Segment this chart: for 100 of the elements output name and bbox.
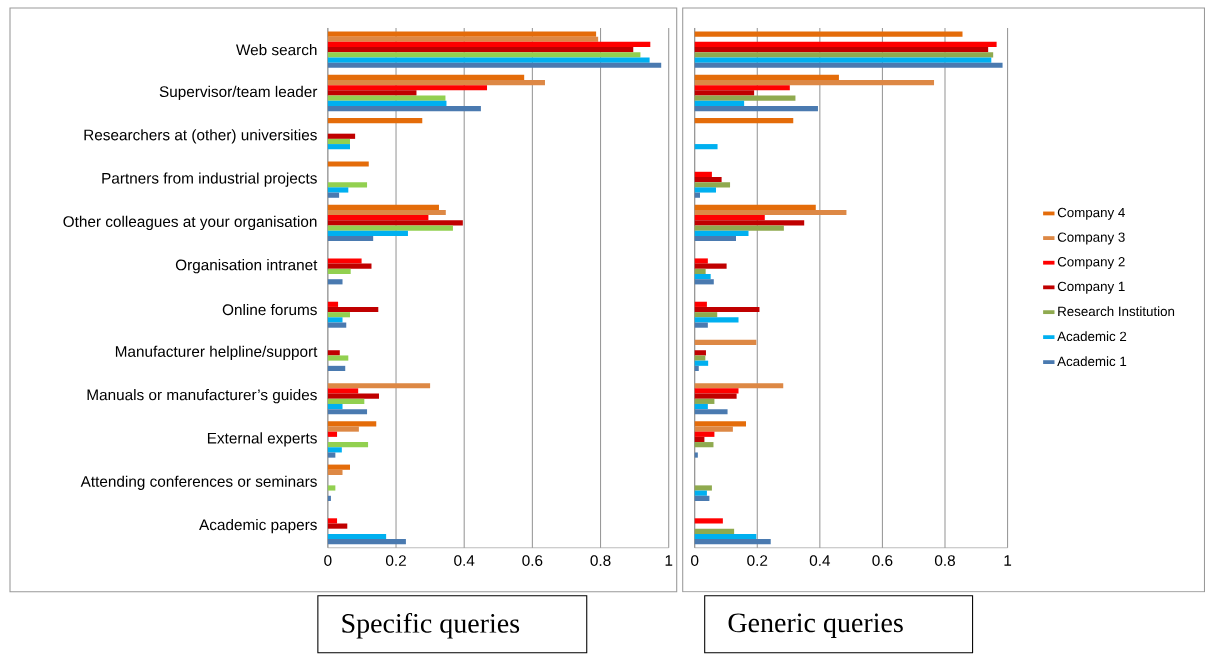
bar [694,106,818,112]
legend-label: Company 2 [1057,257,1125,270]
bar [327,322,347,328]
y-tick-label: Other colleagues at your organisation [63,215,317,231]
bar [694,187,716,193]
y-tick-label: Researchers at (other) universities [84,129,317,144]
bar [327,62,662,68]
bar [694,274,711,280]
bar [327,442,369,448]
bar [327,301,339,308]
bar [327,431,338,438]
bar [694,90,755,96]
bar [694,404,708,410]
bar [694,534,757,540]
bar [327,161,369,167]
bar [327,139,351,145]
bar [327,350,340,356]
bar [327,383,431,389]
bar [327,182,368,188]
bar [694,62,1003,68]
text: Generic queries [728,613,903,639]
bar [327,106,481,112]
bar [327,404,343,410]
bar [694,365,699,372]
bar [694,57,992,63]
bar [327,74,525,81]
bar [694,442,714,448]
bar [327,31,597,37]
bar [327,534,387,540]
bar [694,485,712,491]
x-tick-label: 0.6 [522,555,543,567]
y-tick-label: Supervisor/team leader [159,85,318,101]
bar [694,360,709,366]
bar [694,350,706,356]
bar [694,322,708,328]
bar [694,144,718,150]
bar [694,177,722,183]
x-tick-label: 0 [324,555,332,567]
bar [327,204,439,211]
bar [327,95,446,101]
bar [327,80,545,86]
bar [694,225,784,231]
bar [327,518,338,524]
text: Specific queries [342,613,520,639]
bar [327,485,336,491]
bar [327,225,453,231]
bar [694,41,997,48]
x-tick-label: 0.8 [590,555,611,567]
bar [327,307,379,313]
bar [327,421,377,427]
bar [327,464,351,470]
bar [327,118,423,124]
bar [694,236,736,242]
bar [694,279,714,285]
bar [327,100,447,107]
x-tick-label: 0 [691,555,699,567]
bar [694,118,794,124]
bar [694,258,708,264]
bar [327,90,417,96]
bar [694,495,710,502]
y-tick-label: Organisation intranet [175,259,318,274]
bar [327,393,379,399]
bar [694,182,731,188]
bar [694,220,805,226]
bar [327,263,372,269]
legend-label: Company 1 [1057,281,1125,294]
bar [694,47,989,53]
bar [327,523,348,529]
y-tick-label: Partners from industrial projects [102,172,317,187]
bar [694,409,728,415]
x-tick-label: 0.2 [747,555,768,567]
bar [694,317,739,323]
y-tick-label: Manufacturer helpline/support [115,345,318,361]
bar [327,495,331,502]
legend-label: Academic 2 [1057,331,1127,342]
bar [327,52,641,58]
bar [327,210,446,216]
x-tick-label: 0.4 [454,555,475,567]
y-tick-label: Attending conferences or seminars [80,475,317,491]
bar [694,312,718,318]
bar [327,192,340,198]
bar [694,100,745,107]
bar [327,469,343,476]
bar [327,452,336,458]
bar [694,421,747,427]
bar [694,171,712,178]
bar [327,279,343,285]
bar [694,431,715,438]
bar [694,528,735,535]
bar [327,268,351,275]
bar [694,426,733,432]
bar [694,263,727,269]
x-tick-label: 0.2 [385,555,406,567]
bar [694,383,784,389]
bar [694,31,963,37]
bar [694,437,705,443]
bar [327,57,650,63]
bar [327,187,349,193]
bar [327,236,374,242]
bar [694,95,796,101]
